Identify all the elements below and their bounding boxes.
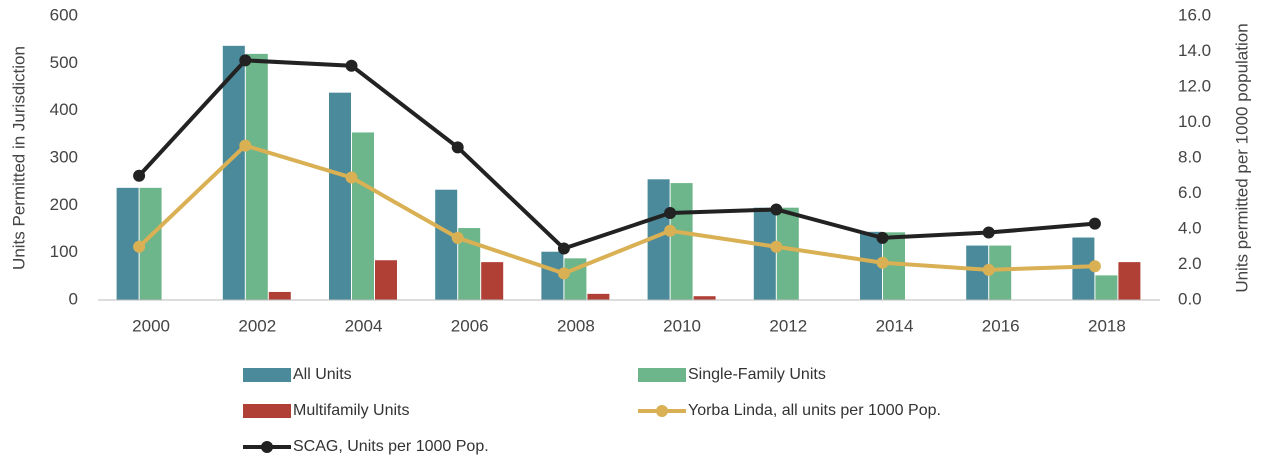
bar: [352, 132, 374, 300]
bar: [435, 189, 458, 300]
y-tick-label: 400: [50, 100, 78, 119]
line-marker: [557, 267, 570, 280]
y2-tick-label: 10.0: [1178, 112, 1211, 131]
x-tick-label: 2000: [132, 316, 170, 335]
y-tick-label: 200: [50, 195, 78, 214]
y2-tick-label: 6.0: [1178, 183, 1202, 202]
line-marker: [876, 256, 889, 269]
bar: [1118, 262, 1141, 300]
x-tick-label: 2018: [1088, 316, 1126, 335]
line-marker: [982, 263, 995, 276]
line-marker: [876, 231, 889, 244]
bar: [222, 45, 245, 300]
bar: [989, 245, 1012, 300]
line-marker: [345, 171, 358, 184]
y2-axis-title: Units permitted per 1000 population: [1232, 23, 1251, 292]
y-tick-label: 600: [50, 5, 78, 24]
legend-swatch-marker: [656, 405, 668, 417]
x-tick-label: 2014: [876, 316, 914, 335]
x-tick-label: 2012: [769, 316, 807, 335]
line-marker: [133, 169, 146, 182]
bar: [245, 53, 268, 300]
x-tick-label: 2002: [238, 316, 276, 335]
legend-label: Single-Family Units: [688, 366, 826, 383]
line-marker: [1088, 260, 1101, 273]
bar: [268, 291, 291, 300]
y2-tick-label: 0.0: [1178, 289, 1202, 308]
x-tick-label: 2008: [557, 316, 595, 335]
legend-swatch-marker: [261, 441, 273, 453]
bar: [1072, 237, 1095, 300]
line-marker: [345, 59, 358, 72]
line-marker: [664, 224, 677, 237]
bar: [776, 207, 799, 300]
line-marker: [770, 240, 783, 253]
line-marker: [664, 207, 677, 220]
bar: [1095, 275, 1118, 300]
bar: [541, 251, 564, 300]
y-tick-label: 300: [50, 147, 78, 166]
x-tick-label: 2016: [982, 316, 1020, 335]
bar: [481, 262, 504, 300]
legend-label: Multifamily Units: [293, 402, 409, 419]
legend-label: SCAG, Units per 1000 Pop.: [293, 438, 489, 455]
bar: [139, 187, 162, 300]
x-tick-label: 2006: [451, 316, 489, 335]
y-tick-label: 500: [50, 53, 78, 72]
line-marker: [451, 231, 464, 244]
line-marker: [451, 141, 464, 154]
y2-tick-label: 12.0: [1178, 76, 1211, 95]
bar: [966, 245, 989, 300]
legend-label: All Units: [293, 366, 352, 383]
bar: [670, 183, 693, 300]
y-tick-label: 100: [50, 242, 78, 261]
bar: [647, 179, 670, 300]
y-axis-title: Units Permitted in Jurisdiction: [9, 46, 28, 270]
bar: [883, 232, 905, 300]
y2-tick-label: 4.0: [1178, 218, 1202, 237]
bar: [375, 260, 397, 300]
y-tick-label: 0: [69, 289, 78, 308]
line-marker: [557, 242, 570, 255]
legend-swatch: [638, 368, 686, 382]
line-marker: [770, 203, 783, 216]
legend-swatch: [243, 404, 291, 418]
line-marker: [1088, 217, 1101, 230]
line-marker: [133, 240, 146, 253]
line: [137, 143, 1095, 276]
line-marker: [239, 54, 252, 67]
y2-tick-label: 8.0: [1178, 147, 1202, 166]
y2-tick-label: 16.0: [1178, 5, 1211, 24]
bar: [116, 187, 139, 300]
bar: [693, 296, 716, 300]
x-tick-label: 2004: [345, 316, 383, 335]
bar: [564, 258, 587, 300]
bar: [753, 207, 776, 300]
legend-label: Yorba Linda, all units per 1000 Pop.: [688, 402, 941, 419]
bar: [329, 92, 351, 301]
line-marker: [239, 139, 252, 152]
legend-swatch: [243, 368, 291, 382]
bar: [587, 293, 610, 300]
bar: [860, 231, 882, 300]
bar: [458, 228, 481, 300]
y2-tick-label: 2.0: [1178, 254, 1202, 273]
line: [137, 58, 1096, 251]
x-tick-label: 2010: [663, 316, 701, 335]
line-marker: [982, 226, 995, 239]
y2-tick-label: 14.0: [1178, 41, 1211, 60]
